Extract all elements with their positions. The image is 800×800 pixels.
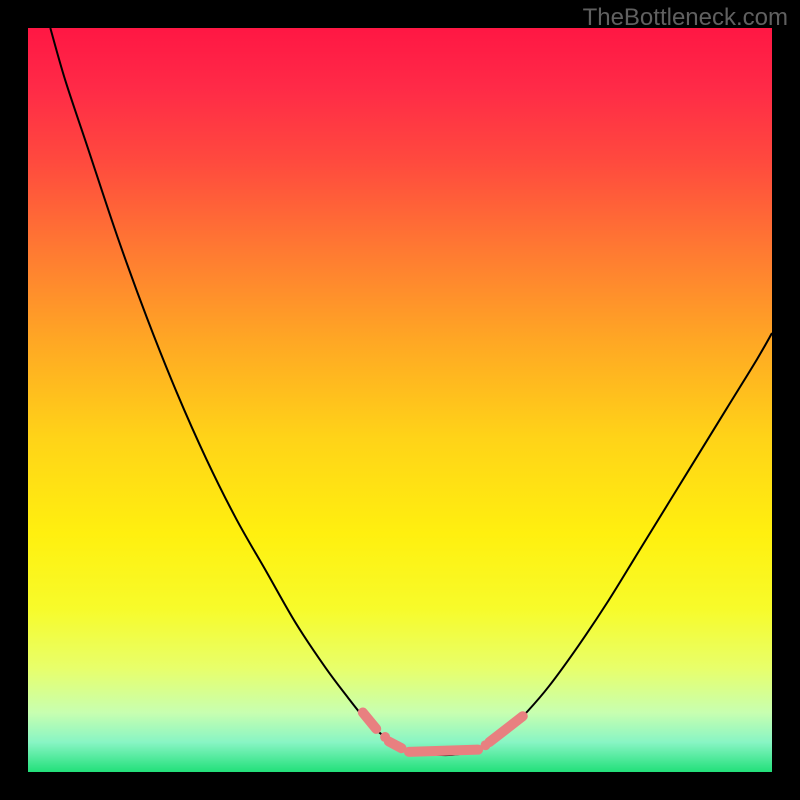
marker-dot [481, 740, 491, 750]
watermark-text: TheBottleneck.com [583, 4, 788, 32]
plot-background [28, 28, 772, 772]
marker-segment [389, 741, 402, 748]
plot-area [0, 0, 800, 800]
marker-segment [409, 750, 478, 752]
chart-container: TheBottleneck.com [0, 0, 800, 800]
marker-dot [380, 732, 390, 742]
plot-svg [0, 0, 800, 800]
